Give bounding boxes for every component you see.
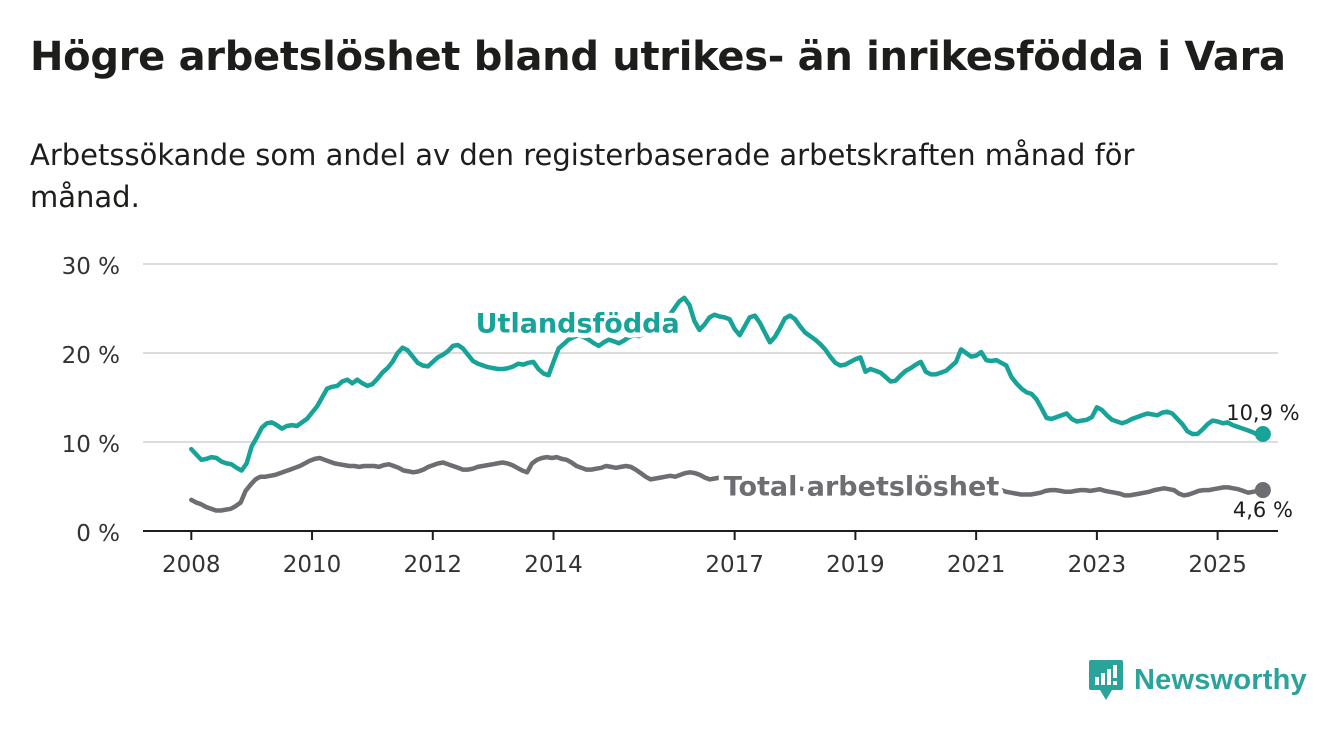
- y-axis-ticks: 0 % 10 % 20 % 30 %: [62, 254, 120, 547]
- x-axis-ticks: 2008 2010 2012 2014 2017 2019 2021 2023 2025: [162, 531, 1247, 578]
- chart-title: Högre arbetslöshet bland utrikes- än inr…: [30, 34, 1286, 80]
- x-tick-label: 2019: [826, 552, 885, 578]
- x-tick-label: 2023: [1068, 552, 1127, 578]
- x-tick-label: 2017: [705, 552, 764, 578]
- end-marker-total: [1254, 482, 1271, 499]
- brand-name: Newsworthy: [1134, 663, 1307, 696]
- y-tick-label: 20 %: [62, 343, 120, 369]
- x-tick-label: 2010: [283, 552, 342, 578]
- x-tick-label: 2012: [404, 552, 463, 578]
- series-annotation-total: Total arbetslöshet: [724, 472, 1000, 503]
- y-tick-label: 30 %: [62, 254, 120, 280]
- series-line-utlandsfodda: [189, 295, 1266, 473]
- x-tick-label: 2025: [1188, 552, 1247, 578]
- newsworthy-logo-icon: [1089, 660, 1123, 700]
- end-marker-utlandsfodda: [1254, 425, 1271, 442]
- series-line-total: [189, 454, 1266, 513]
- y-tick-label: 0 %: [76, 521, 120, 547]
- series-annotation-utlandsfodda: Utlandsfödda: [476, 309, 680, 340]
- annotations: Utlandsfödda Total arbetslöshet: [471, 304, 1005, 508]
- series-lines: 10,9 % 4,6 %: [189, 295, 1300, 522]
- x-tick-label: 2014: [524, 552, 583, 578]
- x-tick-label: 2008: [162, 552, 221, 578]
- gridlines: [143, 263, 1278, 443]
- end-label-total: 4,6 %: [1233, 498, 1293, 522]
- x-tick-label: 2021: [947, 552, 1006, 578]
- end-label-utlandsfodda: 10,9 %: [1226, 401, 1299, 425]
- chart-subtitle: Arbetssökande som andel av den registerb…: [30, 138, 1135, 214]
- y-tick-label: 10 %: [62, 432, 120, 458]
- newsworthy-brand: Newsworthy: [1088, 658, 1307, 702]
